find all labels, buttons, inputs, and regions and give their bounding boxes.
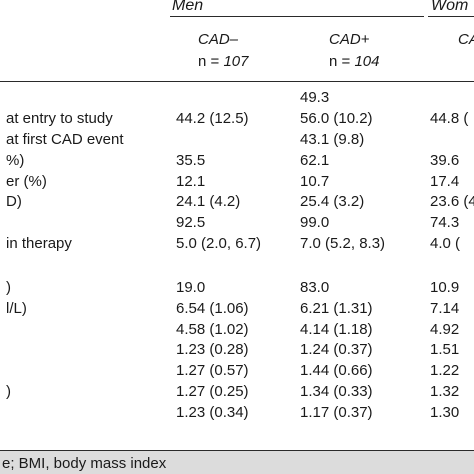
col-n-cad-minus: n = 107 (198, 53, 249, 70)
table-cell: 1.27 (0.25) (176, 383, 249, 400)
col-header-cad-plus: CAD+ (329, 31, 370, 48)
col-n-cad-plus: n = 104 (329, 53, 380, 70)
table-cell: 25.4 (3.2) (300, 193, 365, 210)
table-cell: 6.21 (1.31) (300, 300, 373, 317)
table-cell: 1.24 (0.37) (300, 341, 373, 358)
table-cell: 4.92 (430, 321, 460, 338)
table-cell: 1.51 (430, 341, 460, 358)
table-cell: 7.14 (430, 300, 460, 317)
table-cell: 92.5 (176, 214, 206, 231)
rule-header-bottom (0, 81, 474, 82)
table-cell: 44.2 (12.5) (176, 110, 249, 127)
table-cell: 49.3 (300, 89, 330, 106)
table-cell: 1.44 (0.66) (300, 362, 373, 379)
table-cell: 1.23 (0.34) (176, 404, 249, 421)
table-cell: 4.58 (1.02) (176, 321, 249, 338)
row-label: at first CAD event (6, 131, 124, 148)
table-cell: 19.0 (176, 279, 206, 296)
table-cell: 74.3 (430, 214, 460, 231)
footnote-text: e; BMI, body mass index (2, 455, 167, 472)
table-cell: 1.23 (0.28) (176, 341, 249, 358)
table-cell: 83.0 (300, 279, 330, 296)
row-label: l/L) (6, 300, 27, 317)
table-cell: 1.22 (430, 362, 460, 379)
table-cell: 10.9 (430, 279, 460, 296)
table-cell: 99.0 (300, 214, 330, 231)
rule-table-bottom (0, 450, 474, 451)
table-cell: 1.32 (430, 383, 460, 400)
table-cell: 1.27 (0.57) (176, 362, 249, 379)
table-cell: 6.54 (1.06) (176, 300, 249, 317)
table-cell: 24.1 (4.2) (176, 193, 241, 210)
rule-women (428, 16, 474, 17)
group-header-men: Men (172, 0, 204, 14)
row-label: ) (6, 279, 11, 296)
table-cell: 1.30 (430, 404, 460, 421)
table-cell: 35.5 (176, 152, 206, 169)
table-cell: 12.1 (176, 173, 206, 190)
row-label: ) (6, 383, 11, 400)
table-cell: 4.0 ( (430, 235, 461, 252)
row-label: er (%) (6, 173, 47, 190)
table-cell: 23.6 (4 (430, 193, 474, 210)
table-cell: 4.14 (1.18) (300, 321, 373, 338)
table-cell: 56.0 (10.2) (300, 110, 373, 127)
row-label: D) (6, 193, 22, 210)
table-footnote: e; BMI, body mass index (0, 451, 474, 474)
table-cell: 7.0 (5.2, 8.3) (300, 235, 386, 252)
table-cell: 17.4 (430, 173, 460, 190)
table-cell: 1.34 (0.33) (300, 383, 373, 400)
table-cell: 10.7 (300, 173, 330, 190)
table-cell: 44.8 ( (430, 110, 469, 127)
rule-men (170, 16, 424, 17)
table-cell: 39.6 (430, 152, 460, 169)
col-header-women-cad: CA (458, 31, 474, 48)
row-label: %) (6, 152, 25, 169)
table-cell: 62.1 (300, 152, 330, 169)
table-cell: 1.17 (0.37) (300, 404, 373, 421)
group-header-women: Wom (431, 0, 469, 14)
row-label: in therapy (6, 235, 72, 252)
col-header-cad-minus: CAD– (198, 31, 239, 48)
row-label: at entry to study (6, 110, 113, 127)
table-cell: 43.1 (9.8) (300, 131, 365, 148)
table-cell: 5.0 (2.0, 6.7) (176, 235, 262, 252)
